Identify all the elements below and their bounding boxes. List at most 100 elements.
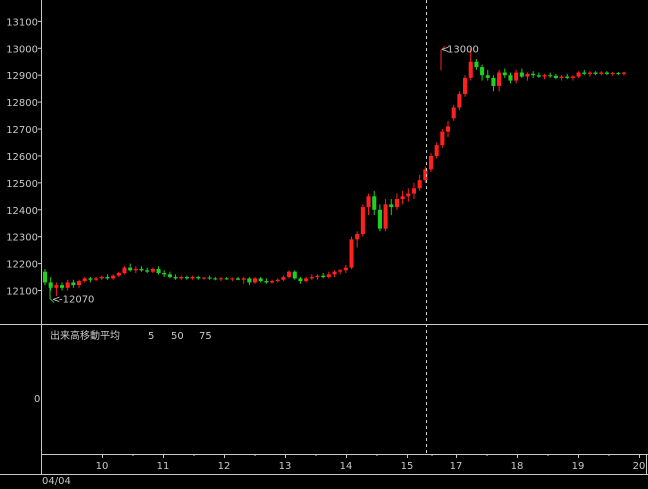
- candle-body: [604, 72, 610, 74]
- candle-body: [372, 196, 377, 210]
- candle: [292, 270, 297, 280]
- candle-body: [201, 277, 206, 279]
- candle-body: [213, 278, 218, 280]
- candle-body: [184, 277, 189, 279]
- candle-body: [394, 199, 399, 208]
- candle-body: [315, 275, 320, 278]
- candle-body: [218, 278, 224, 280]
- candle: [497, 69, 502, 92]
- candle: [553, 73, 558, 80]
- candle-body: [377, 209, 382, 229]
- candle-body: [525, 73, 530, 77]
- candle-body: [383, 204, 388, 229]
- candle-body: [355, 233, 360, 240]
- candle: [463, 75, 468, 97]
- candle-body: [270, 281, 275, 283]
- candle: [542, 73, 547, 80]
- candle: [587, 71, 592, 77]
- candle-body: [343, 267, 348, 271]
- candle: [582, 69, 587, 76]
- candle-body: [621, 72, 627, 74]
- candle-body: [570, 76, 575, 78]
- candle: [48, 277, 53, 291]
- candle: [321, 273, 326, 279]
- candle: [491, 75, 496, 92]
- candle-body: [553, 75, 558, 78]
- low-marker-line: [49, 284, 55, 303]
- candle: [304, 277, 309, 283]
- candle-body: [508, 75, 513, 81]
- x-tick-label: 14: [340, 461, 353, 472]
- candle-body: [338, 270, 343, 272]
- candle-body: [321, 275, 326, 278]
- candle: [326, 271, 331, 279]
- candle: [332, 270, 337, 278]
- candle: [338, 268, 343, 275]
- candle: [315, 274, 320, 280]
- candle: [65, 279, 70, 291]
- candle-body: [264, 281, 269, 283]
- candle-body: [576, 72, 581, 77]
- candle-body: [48, 282, 53, 288]
- candle: [230, 277, 235, 282]
- candle: [167, 271, 172, 279]
- candle: [440, 129, 445, 148]
- candle: [565, 73, 570, 80]
- candle: [42, 268, 48, 286]
- candle-body: [616, 73, 621, 75]
- candle: [173, 274, 178, 280]
- candle: [570, 75, 575, 81]
- high-annotation: 13000: [447, 44, 479, 55]
- candle: [576, 71, 581, 78]
- candle: [389, 199, 394, 216]
- candle-body: [531, 73, 536, 76]
- x-tick-label: 13: [279, 461, 292, 472]
- candle: [423, 166, 428, 183]
- candle-body: [366, 196, 371, 208]
- candle: [71, 279, 76, 288]
- candle-body: [360, 207, 365, 234]
- candle: [133, 266, 138, 274]
- candle: [514, 69, 519, 84]
- x-start-label: 04/04: [42, 476, 71, 487]
- candle-body: [167, 274, 172, 278]
- candle-body: [54, 285, 59, 288]
- volume-title: 出来高移動平均: [50, 329, 120, 342]
- candle: [82, 277, 87, 283]
- candle-body: [156, 268, 161, 274]
- candle-body: [485, 75, 490, 78]
- candle: [190, 275, 195, 280]
- candle-body: [502, 72, 507, 76]
- candle: [604, 71, 610, 76]
- y-tick-label: 12900: [6, 71, 38, 82]
- candle-body: [536, 75, 541, 77]
- candle: [122, 266, 127, 275]
- candle: [519, 68, 524, 78]
- price-panel: 1210012200123001240012500126001270012800…: [0, 0, 648, 474]
- candle: [235, 277, 241, 281]
- candle: [258, 277, 263, 283]
- candle-body: [389, 204, 394, 208]
- candle: [349, 236, 354, 269]
- candle: [383, 199, 388, 232]
- candle: [474, 59, 479, 70]
- high-marker-line: [440, 45, 446, 71]
- candle-body: [423, 169, 428, 181]
- candle-body: [162, 273, 167, 275]
- candle: [445, 120, 451, 138]
- candle: [162, 270, 167, 278]
- candle-body: [451, 107, 456, 119]
- candle: [616, 71, 621, 76]
- x-tick-label: 19: [572, 461, 585, 472]
- candle: [88, 277, 93, 283]
- candle: [417, 174, 422, 191]
- candle-body: [88, 278, 93, 280]
- candle: [264, 278, 269, 284]
- candle: [406, 188, 411, 202]
- candle-body: [332, 271, 337, 275]
- candle-body: [94, 278, 99, 280]
- candle-body: [445, 126, 451, 132]
- candle: [247, 277, 252, 286]
- y-tick-label: 13100: [6, 17, 38, 28]
